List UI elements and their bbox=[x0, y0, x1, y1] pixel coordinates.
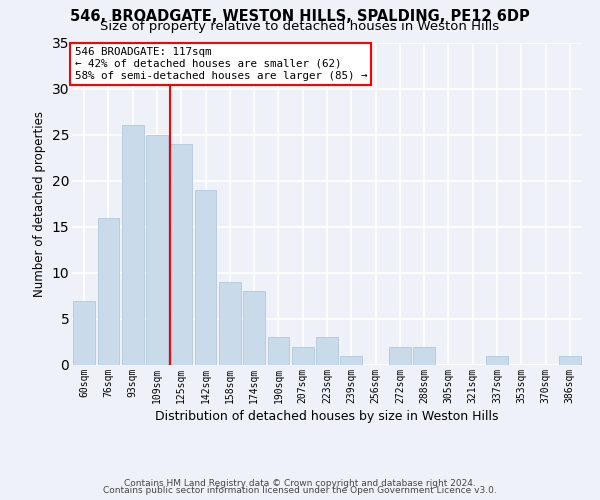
Text: Contains public sector information licensed under the Open Government Licence v3: Contains public sector information licen… bbox=[103, 486, 497, 495]
Bar bbox=[122, 126, 143, 365]
Bar bbox=[243, 292, 265, 365]
Bar bbox=[559, 356, 581, 365]
Bar bbox=[292, 346, 314, 365]
Text: Size of property relative to detached houses in Weston Hills: Size of property relative to detached ho… bbox=[100, 20, 500, 33]
Bar bbox=[389, 346, 411, 365]
Bar bbox=[170, 144, 192, 365]
Text: Contains HM Land Registry data © Crown copyright and database right 2024.: Contains HM Land Registry data © Crown c… bbox=[124, 478, 476, 488]
X-axis label: Distribution of detached houses by size in Weston Hills: Distribution of detached houses by size … bbox=[155, 410, 499, 423]
Bar bbox=[268, 338, 289, 365]
Bar bbox=[340, 356, 362, 365]
Bar bbox=[413, 346, 435, 365]
Text: 546 BROADGATE: 117sqm
← 42% of detached houses are smaller (62)
58% of semi-deta: 546 BROADGATE: 117sqm ← 42% of detached … bbox=[74, 48, 367, 80]
Bar bbox=[194, 190, 217, 365]
Bar bbox=[73, 300, 95, 365]
Text: 546, BROADGATE, WESTON HILLS, SPALDING, PE12 6DP: 546, BROADGATE, WESTON HILLS, SPALDING, … bbox=[70, 9, 530, 24]
Bar bbox=[97, 218, 119, 365]
Bar bbox=[219, 282, 241, 365]
Bar bbox=[146, 134, 168, 365]
Y-axis label: Number of detached properties: Number of detached properties bbox=[33, 111, 46, 296]
Bar bbox=[486, 356, 508, 365]
Bar bbox=[316, 338, 338, 365]
